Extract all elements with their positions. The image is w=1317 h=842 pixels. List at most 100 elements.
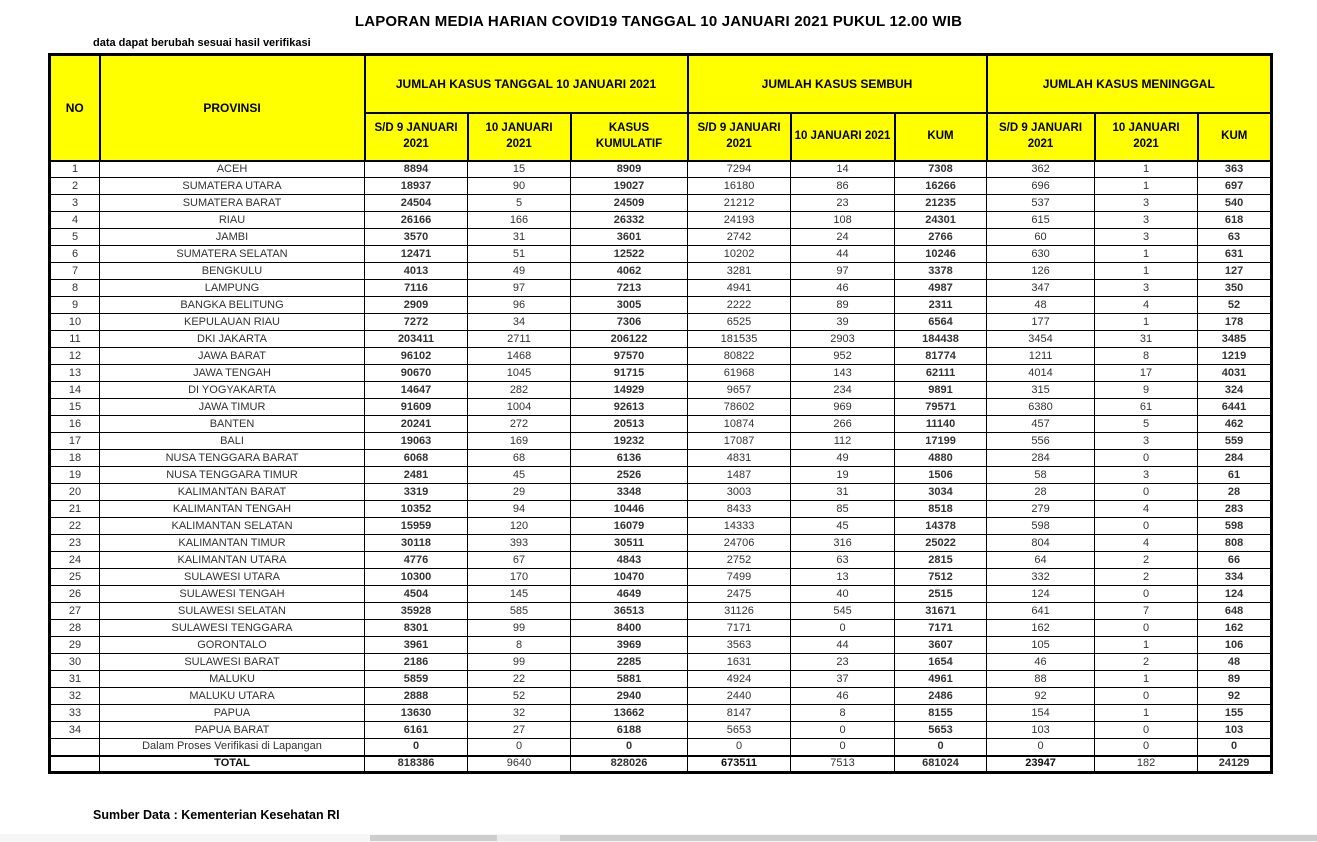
cell-value: 6380 [986,398,1096,416]
subheader-sembuh-sd9: S/D 9 JANUARI 2021 [686,111,792,162]
cell-value: 1004 [467,398,571,416]
cell-value: 5881 [569,670,689,688]
cell-value: 14333 [687,517,792,535]
cell-provinsi: KALIMANTAN BARAT [99,483,365,501]
cell-value: 89 [790,296,896,314]
cell-value: 31 [790,483,896,501]
cell-provinsi: SULAWESI UTARA [99,568,365,586]
cell-value: 78602 [687,398,792,416]
cell-value: 28 [1197,483,1273,501]
cell-value: 0 [1094,585,1199,603]
cell-value: 48 [986,296,1096,314]
table-row: 33 PAPUA 13630 32 13662 8147 8 8155 154 1 155 [49,704,1273,722]
cell-value: 2311 [894,296,988,314]
cell-value: 2285 [569,653,689,671]
cell-value: 363 [1197,160,1273,178]
cell-provinsi: SULAWESI BARAT [99,653,365,671]
cell-value: 45 [790,517,896,535]
cell-value: 91715 [569,364,689,382]
header-group-sembuh: JUMLAH KASUS SEMBUH [686,53,988,114]
cell-value: 10874 [687,415,792,433]
cell-value: 90 [467,177,571,195]
cell-value: 332 [986,568,1096,586]
cell-no: 19 [49,466,100,484]
subheader-kasus-10jan: 10 JANUARI 2021 [466,111,572,162]
scrollbar-thumb[interactable] [560,835,1317,841]
cell-value: 284 [986,449,1096,467]
header-group-meninggal: JUMLAH KASUS MENINGGAL [985,53,1273,114]
cell-provinsi: DI YOGYAKARTA [99,381,365,399]
cell-value: 618 [1197,211,1273,229]
cell-value: 2222 [687,296,792,314]
covid-report-table: NO PROVINSI JUMLAH KASUS TANGGAL 10 JANU… [48,53,1274,774]
cell-value: 94 [467,500,571,518]
table-body: 1 ACEH 8894 15 8909 7294 14 7308 362 1 363 2 SUMATER… [49,160,1273,773]
cell-value: 24193 [687,211,792,229]
cell-value: 1468 [467,347,571,365]
cell-value: 89 [1197,670,1273,688]
cell-value: 30511 [569,534,689,552]
cell-value: 26166 [364,211,468,229]
cell-value: 3570 [364,228,468,246]
cell-provinsi: TOTAL [99,754,365,773]
cell-value: 1219 [1197,347,1273,365]
cell-value: 61 [1094,398,1199,416]
cell-provinsi: KALIMANTAN UTARA [99,551,365,569]
cell-value: 178 [1197,313,1273,331]
cell-value: 24301 [894,211,988,229]
cell-value: 1 [1094,313,1199,331]
cell-value: 5653 [687,721,792,739]
table-row: 31 MALUKU 5859 22 5881 4924 37 4961 88 1 89 [49,670,1273,688]
cell-provinsi: BALI [99,432,365,450]
cell-value: 80822 [687,347,792,365]
cell-value: 86 [790,177,896,195]
cell-value: 540 [1197,194,1273,212]
table-row: 25 SULAWESI UTARA 10300 170 10470 7499 13 7512 3… [49,568,1273,586]
cell-value: 154 [986,704,1096,722]
cell-value: 23 [790,653,896,671]
cell-value: 182 [1094,754,1199,773]
data-source-label: Sumber Data : Kementerian Kesehatan RI [93,808,340,822]
total-row: TOTAL 818386 9640 828026 673511 7513 681024 239… [49,754,1273,773]
cell-value: 1 [1094,177,1199,195]
cell-value: 2515 [894,585,988,603]
cell-value: 4831 [687,449,792,467]
cell-value: 37 [790,670,896,688]
horizontal-scrollbar[interactable] [0,834,1317,842]
cell-value: 2815 [894,551,988,569]
cell-value: 3 [1094,211,1199,229]
cell-value: 1631 [687,653,792,671]
cell-value: 3961 [364,636,468,654]
cell-provinsi: SULAWESI TENGAH [99,585,365,603]
cell-value: 48 [1197,653,1273,671]
cell-value: 31 [1094,330,1199,348]
cell-value: 9657 [687,381,792,399]
cell-value: 4014 [986,364,1096,382]
subheader-meninggal-kum: KUM [1196,111,1273,162]
cell-value: 818386 [364,754,468,773]
cell-value: 5 [467,194,571,212]
cell-value: 681024 [894,754,988,773]
scrollbar-thumb[interactable] [370,835,497,841]
subheader-kasus-kumulatif: KASUS KUMULATIF [569,111,689,162]
cell-value: 537 [986,194,1096,212]
cell-value: 0 [364,738,468,756]
cell-value: 97 [790,262,896,280]
cell-value: 282 [467,381,571,399]
cell-value: 0 [1094,619,1199,637]
cell-value: 112 [790,432,896,450]
cell-value: 9 [1094,381,1199,399]
cell-value: 4941 [687,279,792,297]
cell-value: 266 [790,415,896,433]
scrollbar-track-gap[interactable] [497,835,560,841]
cell-value: 17 [1094,364,1199,382]
cell-value: 334 [1197,568,1273,586]
cell-value: 49 [467,262,571,280]
cell-value: 8518 [894,500,988,518]
table-row: 16 BANTEN 20241 272 20513 10874 266 11140 457 5 46… [49,415,1273,433]
cell-value: 58 [986,466,1096,484]
cell-value: 14647 [364,381,468,399]
cell-no: 34 [49,721,100,739]
cell-value: 177 [986,313,1096,331]
table-row: 27 SULAWESI SELATAN 35928 585 36513 31126 545 3… [49,602,1273,620]
